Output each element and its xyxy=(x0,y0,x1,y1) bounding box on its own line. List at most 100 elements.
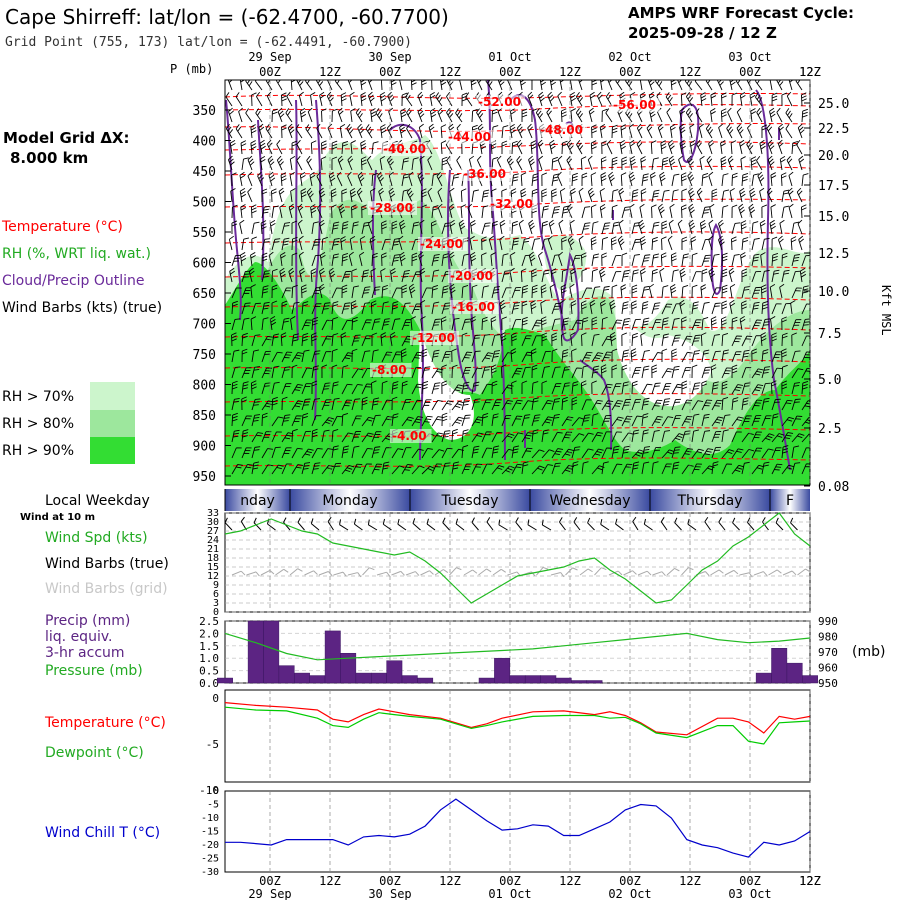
wind-barb xyxy=(341,188,347,203)
wind-barb-flag xyxy=(406,107,411,113)
wind-barb-flag xyxy=(419,267,425,272)
wind-barb-flag xyxy=(242,432,249,435)
wind-barb-flag xyxy=(231,172,237,176)
wind-barb-flag xyxy=(424,366,431,368)
wind-barb-flag xyxy=(293,333,299,336)
wind-barb xyxy=(350,108,356,123)
wind-barb xyxy=(437,187,443,203)
wind-barb-staff xyxy=(331,287,337,299)
wind-barb xyxy=(399,219,406,235)
wind-barb-flag xyxy=(444,305,450,307)
wind-barb-flag xyxy=(540,76,545,79)
wind-barb-flag xyxy=(404,270,410,272)
wind-barb-flag xyxy=(291,143,298,147)
cross-section-panel: 350400450500550600650700750800850900950 … xyxy=(193,76,849,495)
wind-barb-flag xyxy=(351,204,357,208)
wind-barb-flag xyxy=(410,316,416,320)
pressure-label: Pressure (mb) xyxy=(45,663,143,679)
wind-barb-flag xyxy=(378,113,383,119)
wind-barb-flag xyxy=(353,445,360,448)
wind-barb-flag xyxy=(332,227,339,230)
wind-barb-flag xyxy=(242,335,248,339)
wind-barb-flag xyxy=(380,94,386,99)
wind-barb-flag xyxy=(349,187,356,192)
wind-barb-flag xyxy=(363,269,370,272)
wind-barb-staff xyxy=(361,223,365,235)
wind-barb-flag xyxy=(264,270,271,272)
wind-barb-staff xyxy=(331,399,335,411)
wind-barb xyxy=(470,316,477,331)
wind-barb-flag xyxy=(443,253,449,256)
wind-barb-flag xyxy=(478,80,483,84)
wind-barb-staff xyxy=(311,415,317,427)
wind-barb-flag xyxy=(255,302,261,305)
wind-barb-flag xyxy=(433,205,439,208)
wind-barb-flag xyxy=(312,434,318,438)
wind-barb-flag xyxy=(250,143,257,147)
wind-barb-staff xyxy=(361,463,367,475)
wind-barb-flag xyxy=(396,287,402,289)
wind-barb-staff xyxy=(431,286,434,299)
cloud-outlines xyxy=(225,80,791,471)
wind-barb xyxy=(441,285,449,299)
wind-barb-flag xyxy=(243,292,250,294)
wind-barb-staff xyxy=(391,448,399,459)
wind-barb-staff xyxy=(301,383,307,395)
wind-barb-flag xyxy=(397,448,404,451)
wind-barb-flag xyxy=(248,158,254,163)
wind-barb-staff xyxy=(351,447,355,459)
wind-barb-flag xyxy=(281,98,287,102)
wind-barb xyxy=(321,448,334,459)
wind-barb-flag xyxy=(277,155,282,161)
wind-barb xyxy=(401,463,413,475)
wind-barb xyxy=(481,383,493,395)
wind-barb-staff xyxy=(406,128,413,139)
wind-barb-staff xyxy=(328,175,333,187)
wind-barb-flag xyxy=(280,255,286,259)
wind-barb-flag xyxy=(427,448,433,450)
wind-barb-flag xyxy=(287,123,293,129)
wind-barb-flag xyxy=(449,206,455,211)
wind-barb xyxy=(471,367,483,379)
wind-barb xyxy=(380,80,383,91)
wind-barb-flag xyxy=(492,108,498,112)
wind-barb-staff xyxy=(421,190,423,203)
wind-barb-flag xyxy=(379,91,385,96)
wind-barb-staff xyxy=(290,191,293,203)
wind-barb xyxy=(351,463,363,475)
wind-barb xyxy=(360,80,367,91)
wind-barb-staff xyxy=(310,95,313,107)
wind-barb-flag xyxy=(398,235,404,240)
wind-barb xyxy=(446,155,453,171)
wind-barb xyxy=(451,364,458,379)
wind-barb-staff xyxy=(231,319,236,331)
wind-barb xyxy=(271,333,280,347)
wind-barb-flag xyxy=(294,405,301,408)
wind-barb-staff xyxy=(411,159,414,171)
wind-barb-flag xyxy=(449,187,455,192)
rh90-label: RH > 90% xyxy=(2,443,74,459)
wind-barb-flag xyxy=(258,174,263,179)
wind-barb xyxy=(391,318,401,331)
wind-barb xyxy=(331,333,339,347)
wind-barb xyxy=(251,349,260,363)
wind-barb-staff xyxy=(441,271,447,283)
wind-barb-flag xyxy=(370,97,375,102)
wind-barb xyxy=(280,252,286,267)
wind-barb-flag xyxy=(311,271,317,275)
wind-barb-flag xyxy=(449,286,455,291)
wind-barb-flag xyxy=(369,94,374,99)
wind-barb xyxy=(291,301,300,315)
wind-barb-flag xyxy=(354,337,360,339)
wind-barb-flag xyxy=(436,434,442,437)
wind-barb-staff xyxy=(251,399,256,411)
wind-barb-flag xyxy=(425,418,432,421)
wind-barb-flag xyxy=(353,340,359,342)
wind-barb-staff xyxy=(331,463,337,475)
wind-barb xyxy=(391,254,400,267)
wind-barb-flag xyxy=(405,302,411,304)
wind-barb-staff xyxy=(240,255,243,267)
wind-barb-staff xyxy=(455,112,463,123)
wind-barb xyxy=(391,465,405,475)
wind-barb-flag xyxy=(393,240,400,243)
